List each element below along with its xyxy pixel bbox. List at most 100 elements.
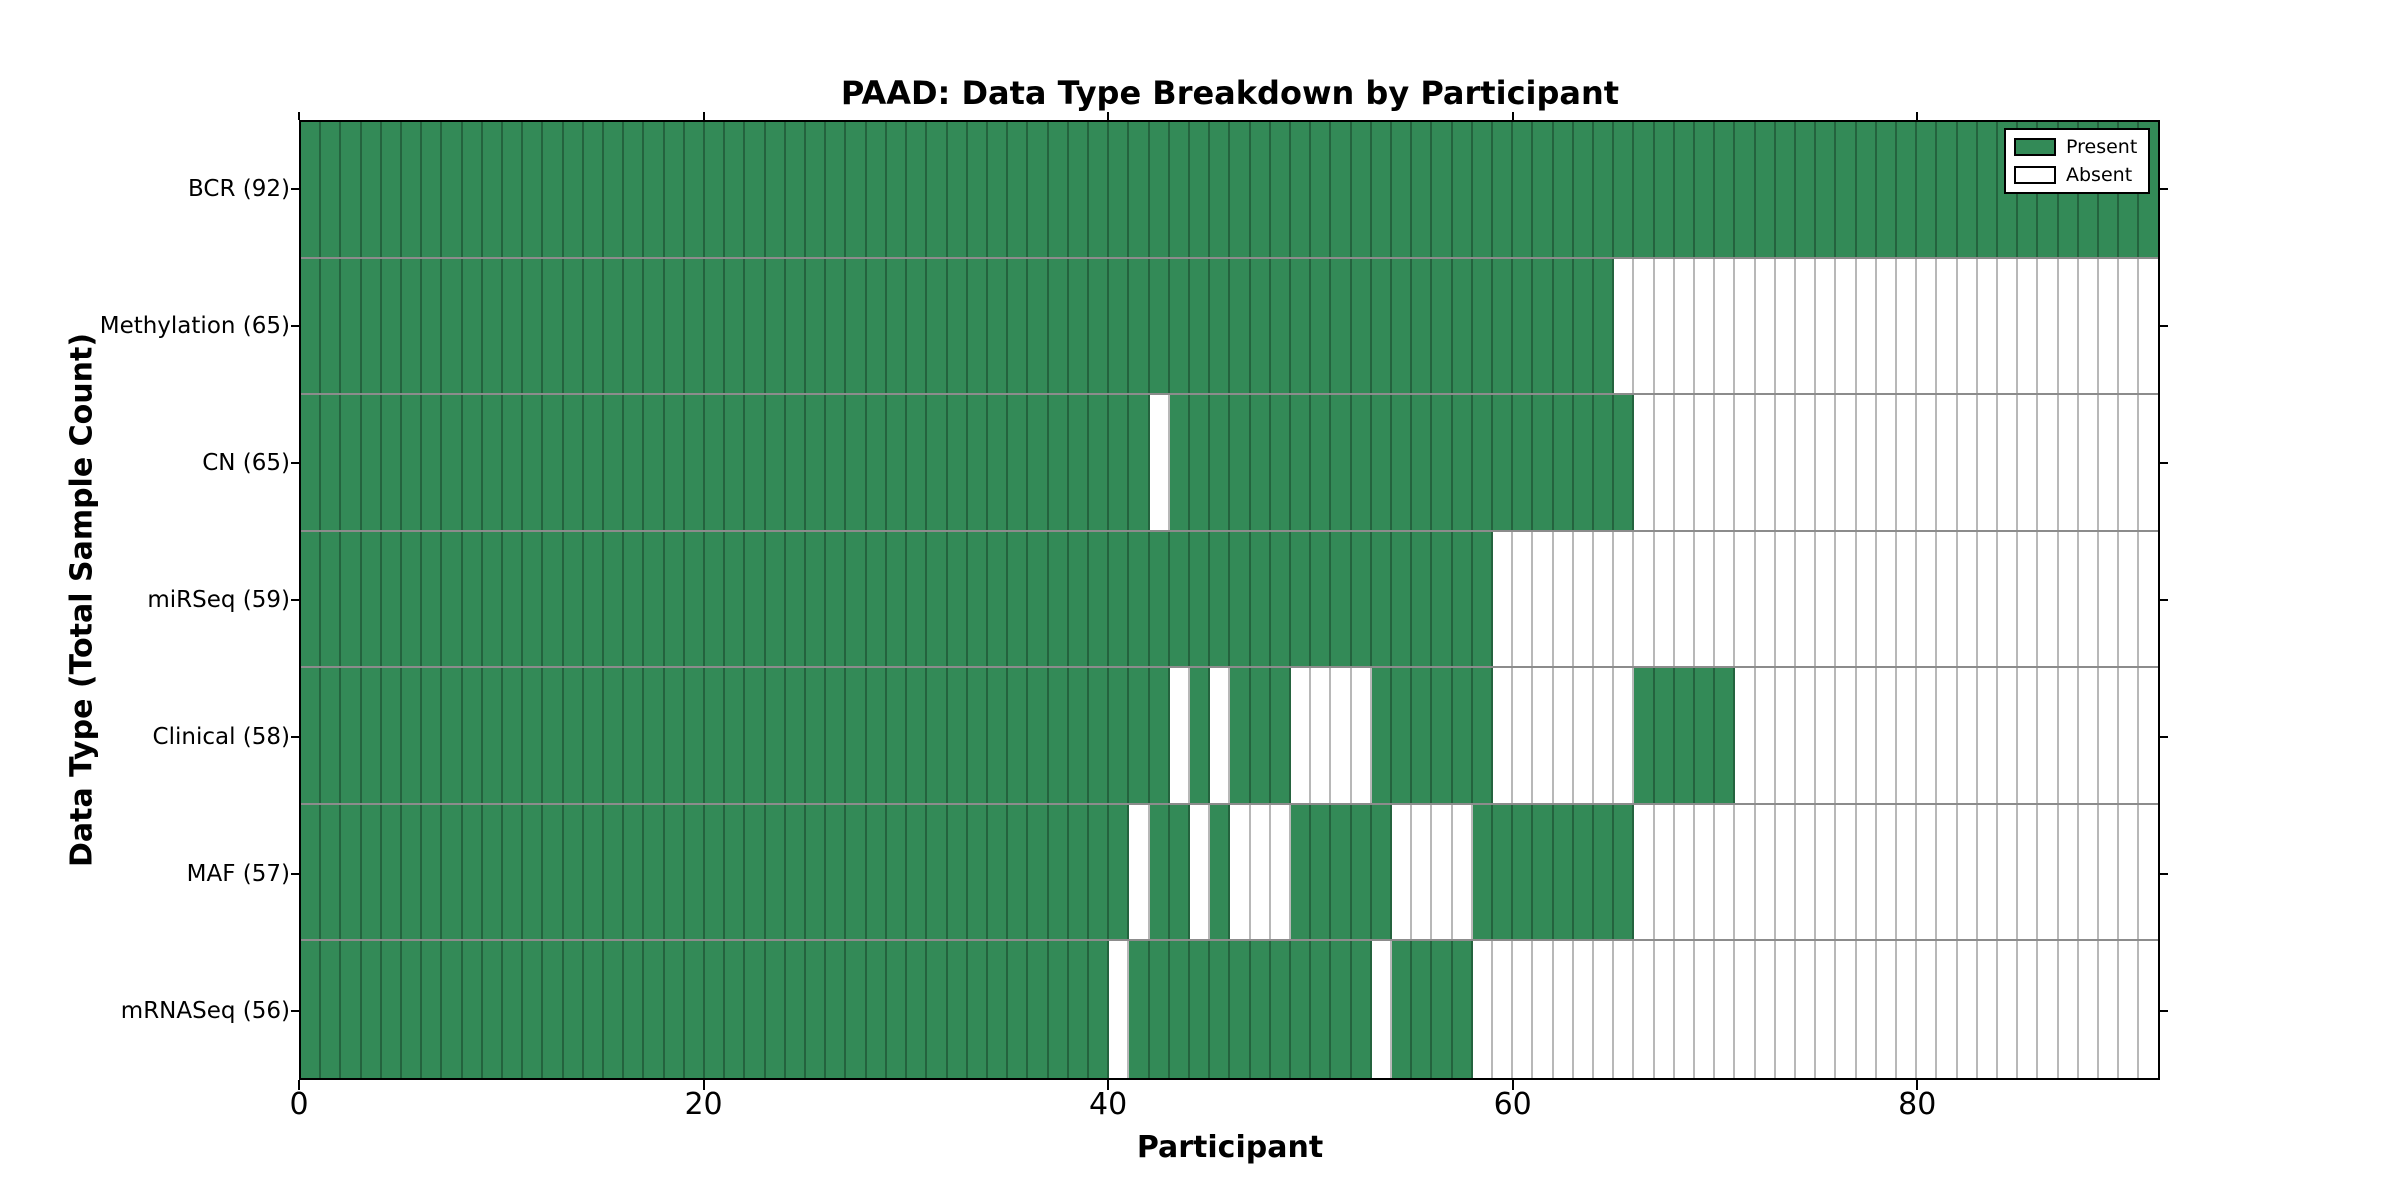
heatmap-cell <box>1614 122 1635 257</box>
heatmap-cell <box>927 258 948 394</box>
heatmap-cell <box>745 258 766 394</box>
heatmap-cell <box>563 668 584 803</box>
y-tick-label-Methylation: Methylation (65) <box>99 312 290 339</box>
heatmap-cell <box>462 258 483 394</box>
heatmap-cell <box>1856 804 1877 940</box>
heatmap-cell <box>806 941 827 1078</box>
heatmap-cell <box>341 804 362 940</box>
heatmap-cell <box>462 941 483 1078</box>
heatmap-cell <box>1634 941 1655 1078</box>
heatmap-cell <box>644 122 665 257</box>
x-tick-mark-top <box>1107 112 1110 120</box>
heatmap-cell <box>1068 122 1089 257</box>
heatmap-cell <box>967 258 988 394</box>
heatmap-cell <box>705 395 726 530</box>
heatmap-cell <box>1816 122 1837 257</box>
heatmap-cell <box>1048 668 1069 803</box>
heatmap-cell <box>1088 941 1110 1078</box>
heatmap-cell <box>806 122 827 257</box>
heatmap-cell <box>1250 804 1271 940</box>
heatmap-cell <box>301 668 322 803</box>
heatmap-cell <box>503 122 524 257</box>
heatmap-cell <box>341 941 362 1078</box>
heatmap-row-MAF <box>301 804 2158 942</box>
heatmap-cell <box>947 531 968 667</box>
x-tick-mark-top <box>1511 112 1514 120</box>
heatmap-cell <box>482 941 504 1078</box>
heatmap-cell <box>927 122 948 257</box>
y-tick-label-Clinical: Clinical (58) <box>152 724 290 751</box>
heatmap-cell <box>624 668 645 803</box>
heatmap-cell <box>2058 804 2079 940</box>
y-tick-label-mRNASeq: mRNASeq (56) <box>120 998 290 1025</box>
heatmap-cell <box>1391 668 1413 803</box>
heatmap-cell <box>1109 531 1130 667</box>
heatmap-cell <box>866 395 887 530</box>
x-tick-label: 20 <box>684 1087 723 1122</box>
x-tick-mark-top <box>298 112 300 120</box>
heatmap-cell <box>684 531 706 667</box>
heatmap-cell <box>1695 258 1716 394</box>
heatmap-cell <box>2139 668 2158 803</box>
heatmap-cell <box>1937 395 1958 530</box>
heatmap-cell <box>1553 395 1574 530</box>
heatmap-cell <box>1735 531 1756 667</box>
heatmap-cell <box>1351 122 1372 257</box>
heatmap-cell <box>1230 531 1251 667</box>
heatmap-cell <box>1594 941 1615 1078</box>
heatmap-cell <box>1149 395 1170 530</box>
heatmap-cell <box>1998 258 2019 394</box>
heatmap-cell <box>1472 668 1493 803</box>
heatmap-cell <box>321 941 342 1078</box>
heatmap-cell <box>644 941 665 1078</box>
heatmap-cell <box>442 531 463 667</box>
heatmap-cell <box>967 804 988 940</box>
heatmap-cell <box>1553 258 1574 394</box>
heatmap-cell <box>1957 668 1978 803</box>
heatmap-cell <box>482 531 504 667</box>
heatmap-cell <box>2018 258 2039 394</box>
heatmap-cell <box>1533 258 1554 394</box>
heatmap-row-CN <box>301 395 2158 532</box>
heatmap-cell <box>2078 804 2100 940</box>
heatmap-cell <box>1109 668 1130 803</box>
heatmap-cell <box>1654 122 1675 257</box>
heatmap-cell <box>1897 395 1918 530</box>
heatmap-cell <box>1614 804 1635 940</box>
heatmap-cell <box>1573 941 1594 1078</box>
heatmap-cell <box>2018 531 2039 667</box>
heatmap-cell <box>543 258 564 394</box>
heatmap-cell <box>664 804 685 940</box>
heatmap-cell <box>1371 531 1392 667</box>
legend-swatch-present-icon <box>2014 138 2056 156</box>
heatmap-cell <box>2058 395 2079 530</box>
legend-label-absent: Absent <box>2066 164 2133 186</box>
heatmap-cell <box>745 941 766 1078</box>
heatmap-cell <box>1715 531 1736 667</box>
heatmap-cell <box>1210 395 1231 530</box>
heatmap-cell <box>987 531 1009 667</box>
heatmap-cell <box>381 668 403 803</box>
heatmap-cell <box>1937 804 1958 940</box>
heatmap-cell <box>1432 941 1453 1078</box>
heatmap-cell <box>523 258 544 394</box>
heatmap-cell <box>785 122 807 257</box>
y-tick-mark-right <box>2160 873 2168 876</box>
y-tick-mark-right <box>2160 461 2168 464</box>
heatmap-cell <box>1290 531 1312 667</box>
heatmap-cell <box>1957 531 1978 667</box>
heatmap-cell <box>1876 941 1898 1078</box>
heatmap-cell <box>2038 395 2059 530</box>
heatmap-cell <box>886 668 908 803</box>
heatmap-cell <box>1715 258 1736 394</box>
heatmap-cell <box>1088 668 1110 803</box>
heatmap-cell <box>1533 804 1554 940</box>
heatmap-cell <box>1311 258 1332 394</box>
heatmap-cell <box>1169 122 1190 257</box>
heatmap-cell <box>402 122 423 257</box>
heatmap-cell <box>1977 122 1999 257</box>
heatmap-cell <box>1270 258 1291 394</box>
heatmap-cell <box>583 668 605 803</box>
heatmap-cell <box>583 531 605 667</box>
heatmap-cell <box>846 668 867 803</box>
